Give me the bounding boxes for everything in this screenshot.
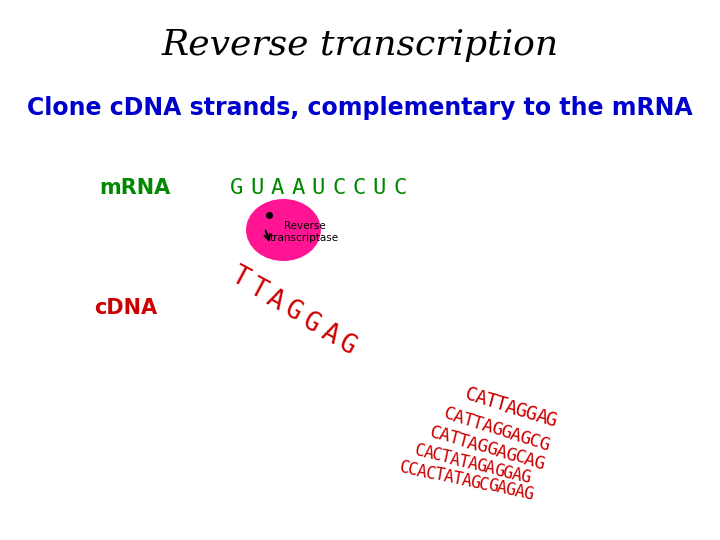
Text: A: A <box>495 478 508 498</box>
Text: A: A <box>459 471 472 490</box>
Text: A: A <box>472 388 489 409</box>
Text: A: A <box>465 434 480 454</box>
Text: C: C <box>332 178 346 198</box>
Text: G: G <box>230 178 243 198</box>
Text: U: U <box>312 178 325 198</box>
Text: G: G <box>484 440 499 460</box>
Text: G: G <box>521 484 534 503</box>
Text: A: A <box>483 458 497 478</box>
Text: C: C <box>393 178 407 198</box>
Text: mRNA: mRNA <box>99 178 170 198</box>
Text: A: A <box>437 426 451 446</box>
Text: G: G <box>489 420 504 440</box>
Text: G: G <box>523 403 539 425</box>
Text: T: T <box>446 428 462 449</box>
Text: Clone cDNA strands, complementary to the mRNA: Clone cDNA strands, complementary to the… <box>27 96 693 120</box>
Text: T: T <box>451 469 464 489</box>
Text: C: C <box>428 423 442 443</box>
Text: T: T <box>226 263 252 293</box>
Text: A: A <box>508 426 523 446</box>
Text: G: G <box>334 330 361 361</box>
Text: U: U <box>251 178 264 198</box>
Text: G: G <box>498 423 513 443</box>
Text: A: A <box>421 443 435 463</box>
Text: C: C <box>424 464 437 483</box>
Text: G: G <box>492 461 505 481</box>
Text: G: G <box>517 429 532 449</box>
Text: T: T <box>461 411 476 431</box>
Text: C: C <box>477 475 490 494</box>
Text: A: A <box>534 407 549 428</box>
Text: C: C <box>353 178 366 198</box>
Ellipse shape <box>246 199 321 261</box>
Text: G: G <box>513 400 529 422</box>
Text: T: T <box>492 394 509 415</box>
Text: Reverse
transcriptase: Reverse transcriptase <box>270 221 339 243</box>
Text: G: G <box>504 480 517 500</box>
Text: C: C <box>431 446 444 465</box>
Text: C: C <box>442 405 457 425</box>
Text: A: A <box>493 442 508 462</box>
Text: T: T <box>456 431 471 451</box>
Text: G: G <box>474 456 487 476</box>
Text: cDNA: cDNA <box>94 298 158 318</box>
Text: U: U <box>373 178 386 198</box>
Text: G: G <box>500 463 514 483</box>
Text: T: T <box>439 448 453 468</box>
Text: A: A <box>503 397 519 418</box>
Text: C: C <box>413 441 426 461</box>
Text: T: T <box>433 465 446 485</box>
Text: G: G <box>518 468 532 487</box>
Text: G: G <box>531 454 546 474</box>
Text: G: G <box>503 445 518 465</box>
Text: A: A <box>466 454 479 474</box>
Text: T: T <box>482 390 499 412</box>
Text: A: A <box>522 450 536 471</box>
Text: T: T <box>244 274 271 305</box>
Text: G: G <box>474 437 490 457</box>
Text: A: A <box>271 178 284 198</box>
Text: A: A <box>448 450 462 470</box>
Text: A: A <box>480 417 495 437</box>
Text: Reverse transcription: Reverse transcription <box>161 28 559 62</box>
Text: C: C <box>397 458 410 478</box>
Text: C: C <box>513 448 527 468</box>
Text: G: G <box>280 296 307 327</box>
Text: C: C <box>407 460 420 480</box>
Text: A: A <box>316 319 343 349</box>
Text: T: T <box>470 414 485 434</box>
Text: C: C <box>462 384 479 406</box>
Text: A: A <box>442 468 455 487</box>
Text: A: A <box>415 462 428 481</box>
Text: G: G <box>469 473 482 492</box>
Text: A: A <box>451 408 467 428</box>
Text: G: G <box>544 410 559 431</box>
Text: A: A <box>262 285 289 316</box>
Text: G: G <box>298 308 325 338</box>
Text: G: G <box>486 477 499 496</box>
Text: A: A <box>510 465 523 485</box>
Text: C: C <box>526 431 541 452</box>
Text: A: A <box>513 482 526 502</box>
Text: T: T <box>456 452 470 472</box>
Text: G: G <box>536 435 551 455</box>
Text: A: A <box>291 178 305 198</box>
